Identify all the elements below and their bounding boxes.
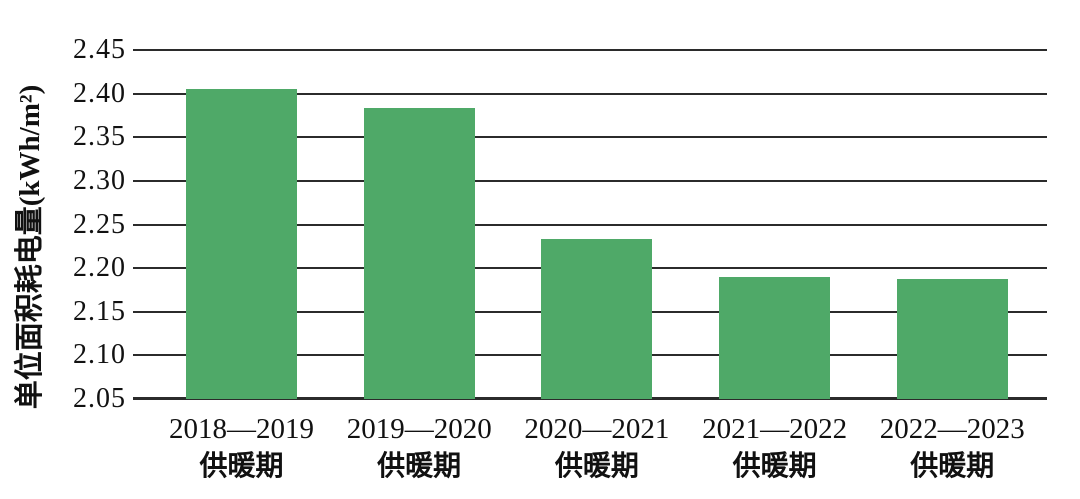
y-axis-tick-labels: 2.05 2.10 2.15 2.20 2.25 2.30 2.35 2.40 2.45 xyxy=(0,0,126,499)
plot-area xyxy=(133,49,1047,400)
gridline xyxy=(133,92,1047,95)
gridline xyxy=(133,136,1047,139)
x-category-period: 供暖期 xyxy=(377,451,462,482)
y-tick-label: 2.25 xyxy=(73,208,126,240)
y-tick-label: 2.15 xyxy=(73,295,126,327)
x-category-period: 供暖期 xyxy=(554,451,639,482)
x-category-years: 2018—2019 xyxy=(169,413,314,445)
x-category-period: 供暖期 xyxy=(910,451,995,482)
x-category-label: 2022—2023 供暖期 xyxy=(857,411,1047,485)
y-tick-label: 2.35 xyxy=(73,121,126,153)
y-tick-label: 2.45 xyxy=(73,34,126,65)
x-category-years: 2021—2022 xyxy=(702,413,848,445)
bar xyxy=(186,89,297,399)
y-tick-label: 2.40 xyxy=(73,77,126,109)
bar xyxy=(719,276,831,399)
x-category-label: 2021—2022 供暖期 xyxy=(680,411,870,485)
x-category-label: 2019—2020 供暖期 xyxy=(324,411,514,485)
x-category-period: 供暖期 xyxy=(732,451,817,482)
x-category-label: 2018—2019 供暖期 xyxy=(147,411,337,485)
x-category-years: 2020—2021 xyxy=(524,413,670,445)
gridline xyxy=(133,179,1047,182)
y-tick-label: 2.05 xyxy=(73,383,126,414)
gridline xyxy=(133,223,1047,226)
y-tick-label: 2.30 xyxy=(73,164,126,196)
y-tick-label: 2.20 xyxy=(73,252,126,284)
bar xyxy=(896,279,1008,399)
x-category-years: 2019—2020 xyxy=(346,413,492,445)
gridline xyxy=(133,49,1047,51)
x-category-period: 供暖期 xyxy=(199,451,284,482)
y-tick-label: 2.10 xyxy=(73,339,126,371)
x-axis-category-labels: 2018—2019 供暖期 2019—2020 供暖期 2020—2021 供暖期 2021… xyxy=(0,411,1080,499)
x-category-years: 2022—2023 xyxy=(879,413,1025,445)
x-category-label: 2020—2021 供暖期 xyxy=(502,411,692,485)
bar xyxy=(541,239,653,399)
bar xyxy=(363,108,475,399)
